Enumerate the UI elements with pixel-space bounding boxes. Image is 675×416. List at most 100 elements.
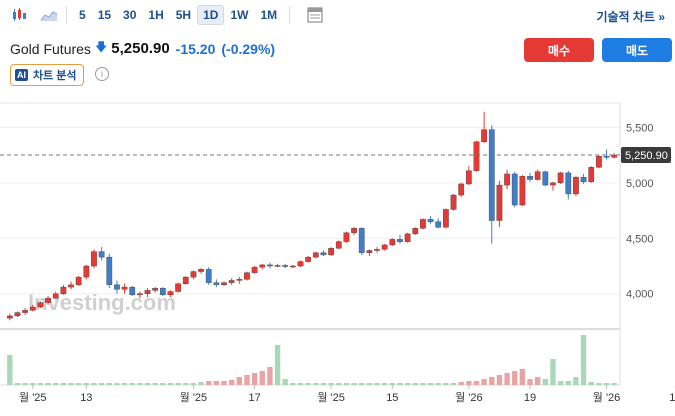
candle-body — [205, 269, 212, 283]
volume-bar — [175, 383, 181, 385]
volume-bar — [290, 383, 296, 385]
arrow-down-icon: 🡇 — [94, 40, 108, 54]
candle-body — [259, 264, 266, 268]
volume-bar — [206, 381, 212, 385]
candle-body — [519, 175, 526, 206]
volume-bar — [53, 383, 59, 385]
chart-toolbar: 5 15 30 1H 5H 1D 1W 1M — [0, 0, 675, 30]
candle-body — [228, 280, 235, 283]
candle-body — [75, 276, 82, 286]
price-change-pct: (-0.29%) — [221, 40, 276, 57]
candle-body — [335, 241, 342, 249]
x-tick-label: 월 '25 — [180, 391, 208, 404]
timeframe-1h[interactable]: 1H — [148, 8, 164, 22]
ai-chart-analysis-button[interactable]: AI 차트 분석 — [10, 64, 84, 86]
candle — [244, 271, 250, 281]
candle — [213, 279, 220, 288]
candle — [588, 166, 595, 183]
x-tick-label: 월 '26 — [455, 391, 483, 404]
timeframe-5h[interactable]: 5H — [175, 8, 192, 22]
volume-bar — [458, 382, 464, 385]
candle-body — [52, 293, 59, 299]
volume-bar — [496, 375, 503, 385]
candle — [504, 169, 510, 190]
candle-body — [465, 170, 472, 185]
candle — [136, 291, 143, 299]
watermark: Investing.com — [28, 290, 176, 315]
volume-bar — [313, 383, 319, 385]
volume-bar — [106, 383, 112, 385]
volume-bar — [404, 383, 411, 385]
candle — [14, 311, 21, 318]
candle — [182, 275, 189, 285]
volume-bar — [573, 377, 579, 385]
candle — [236, 277, 243, 284]
candle — [106, 253, 113, 289]
candle-body — [343, 232, 350, 242]
candle — [496, 180, 503, 228]
candle — [274, 263, 281, 268]
timeframe-5[interactable]: 5 — [79, 8, 86, 22]
technical-chart-link[interactable]: 기술적 차트 » — [596, 10, 665, 24]
candle — [251, 266, 258, 274]
volume-bars — [7, 335, 617, 385]
candle — [397, 234, 403, 244]
candle — [121, 283, 128, 294]
candle-body — [190, 271, 197, 278]
timeframe-30[interactable]: 30 — [123, 8, 137, 22]
candle — [22, 308, 29, 315]
volume-bar — [221, 381, 227, 385]
timeframe-15[interactable]: 15 — [97, 8, 112, 22]
info-icon[interactable]: i — [95, 67, 109, 81]
candle — [259, 263, 266, 270]
timeframe-1w[interactable]: 1W — [230, 8, 249, 22]
candle — [580, 173, 587, 184]
candle — [52, 291, 59, 300]
timeframe-1m[interactable]: 1M — [260, 8, 278, 22]
candle — [68, 281, 74, 290]
candle-body — [221, 282, 227, 286]
table-icon[interactable] — [304, 4, 326, 26]
buy-button[interactable]: 매수 — [524, 38, 594, 62]
volume-bar — [443, 383, 449, 385]
candle-body — [121, 286, 128, 290]
candle — [527, 172, 533, 182]
candle-body — [60, 286, 67, 294]
candle — [152, 287, 159, 293]
volume-bar — [160, 383, 166, 385]
candlestick-icon[interactable] — [8, 4, 30, 26]
chart-analysis-label: 차트 분석 — [33, 70, 77, 82]
candle — [320, 250, 327, 257]
price-chart[interactable]: Investing.com 5,500 5,000 4,500 4,000 월 '25… — [0, 95, 675, 416]
candle-body — [45, 297, 51, 303]
candle — [351, 227, 357, 235]
candle — [175, 282, 182, 293]
volume-bar — [259, 371, 265, 385]
volume-bar — [580, 335, 587, 385]
candle — [221, 281, 227, 286]
volume-bar — [519, 369, 526, 385]
volume-bar — [190, 383, 197, 385]
candle — [450, 193, 457, 211]
candle-body — [488, 129, 495, 221]
area-chart-icon[interactable] — [38, 4, 60, 26]
candle — [611, 152, 618, 159]
candle-body — [473, 141, 480, 171]
volume-bar — [557, 381, 564, 385]
volume-bar — [114, 383, 120, 385]
candle — [60, 284, 67, 295]
candle-body — [297, 261, 304, 267]
volume-bar — [565, 381, 571, 385]
timeframe-1d[interactable]: 1D — [197, 5, 225, 25]
volume-bar — [427, 383, 434, 385]
candle-body — [442, 209, 449, 228]
x-tick-label: 17 — [249, 392, 261, 404]
volume-bar — [420, 383, 426, 385]
volume-bar — [267, 367, 273, 385]
volume-bar — [481, 379, 487, 385]
candle — [481, 111, 488, 143]
candle-body — [588, 167, 595, 182]
sell-button[interactable]: 매도 — [602, 38, 672, 62]
candle-body — [144, 290, 151, 294]
